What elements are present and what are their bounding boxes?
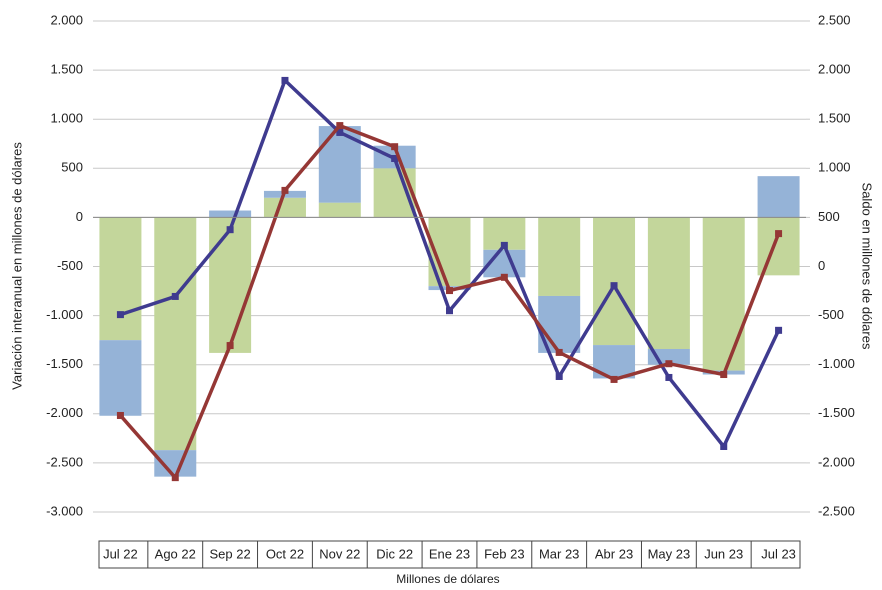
bar [538, 217, 581, 296]
x-tick-label: Jul 23 [761, 546, 796, 561]
line-marker [171, 292, 179, 300]
bar [702, 217, 745, 371]
bar [318, 202, 361, 218]
x-axis-label: Millones de dólares [396, 572, 499, 586]
bar [209, 217, 252, 353]
x-tick-label: Ago 22 [155, 546, 196, 561]
y2-tick-label: -1.500 [818, 405, 855, 420]
bar [373, 168, 416, 218]
line-marker [446, 307, 453, 315]
y2-tick-label: -2.500 [818, 503, 855, 518]
bar [647, 217, 690, 349]
bar [757, 176, 800, 218]
y-tick-label: 2.000 [50, 12, 83, 27]
x-tick-label: May 23 [648, 546, 691, 561]
bar [99, 340, 142, 416]
bar [593, 217, 636, 346]
x-tick-label: Feb 23 [484, 546, 524, 561]
category-box [98, 540, 801, 569]
bar [263, 197, 306, 218]
x-tick-label: Jul 22 [103, 546, 138, 561]
line-marker [116, 411, 124, 419]
line-marker [610, 282, 618, 290]
y2-tick-label: 1.500 [818, 111, 851, 126]
line-marker [281, 186, 289, 194]
line-marker [720, 371, 728, 379]
y-tick-label: -2.000 [46, 405, 83, 420]
y2-tick-label: 500 [818, 209, 840, 224]
line-marker [171, 474, 179, 482]
x-tick-label: Ene 23 [429, 546, 470, 561]
y-tick-label: 0 [76, 209, 83, 224]
y-tick-label: -500 [57, 258, 83, 273]
y2-axis-label: Saldo en millones de dólares [860, 183, 875, 350]
y-tick-label: -1.000 [46, 307, 83, 322]
line-marker [226, 226, 234, 234]
line-marker [446, 287, 453, 295]
y2-tick-label: -500 [818, 307, 844, 322]
y-axis-label: Variación interanual en millones de dóla… [9, 142, 24, 390]
y-tick-label: 500 [61, 160, 83, 175]
line-marker [665, 360, 673, 368]
line-marker [555, 372, 563, 380]
y2-tick-label: -2.000 [818, 454, 855, 469]
line-marker [116, 311, 124, 319]
line-marker [720, 443, 728, 451]
bar [209, 210, 252, 218]
x-tick-label: Abr 23 [595, 546, 633, 561]
line-marker [610, 375, 618, 383]
y2-tick-label: -1.000 [818, 356, 855, 371]
line-marker [775, 230, 783, 238]
line-marker [391, 143, 399, 151]
x-tick-label: Dic 22 [376, 546, 413, 561]
y-tick-label: -2.500 [46, 454, 83, 469]
x-tick-label: Mar 23 [539, 546, 579, 561]
x-tick-label: Jun 23 [704, 546, 743, 561]
bar [154, 217, 197, 451]
line-marker [281, 76, 289, 84]
bar [99, 217, 142, 341]
line-marker [226, 342, 234, 350]
y-tick-label: 1.500 [50, 62, 83, 77]
line-marker [336, 122, 344, 130]
y-tick-label: -3.000 [46, 503, 83, 518]
y2-tick-label: 2.500 [818, 12, 851, 27]
line-marker [555, 348, 563, 356]
line-marker [336, 128, 344, 136]
y-tick-label: 1.000 [50, 111, 83, 126]
x-tick-label: Nov 22 [319, 546, 360, 561]
y2-tick-label: 2.000 [818, 62, 851, 77]
y2-tick-label: 1.000 [818, 160, 851, 175]
x-tick-label: Sep 22 [210, 546, 251, 561]
line-marker [391, 154, 399, 162]
line-marker [500, 273, 508, 281]
y2-tick-label: 0 [818, 258, 825, 273]
line-marker [500, 241, 508, 249]
y-tick-label: -1.500 [46, 356, 83, 371]
x-tick-label: Oct 22 [266, 546, 304, 561]
line-marker [775, 326, 783, 334]
line-marker [665, 373, 673, 381]
